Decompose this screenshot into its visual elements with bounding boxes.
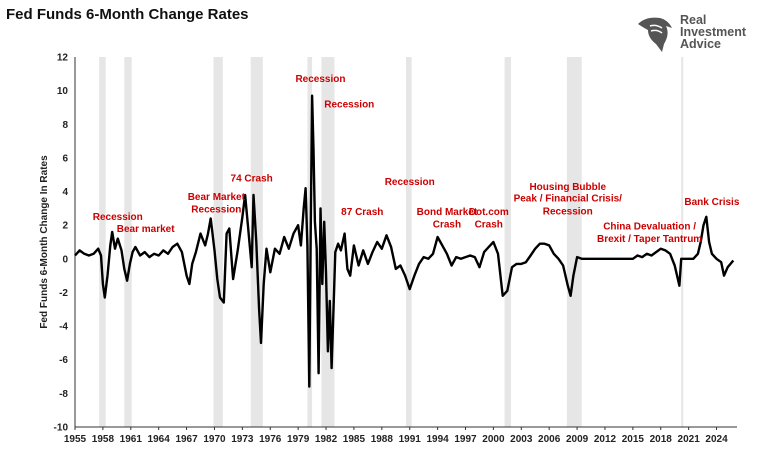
annotation-label: Peak / Financial Crisis/ — [514, 194, 623, 205]
x-tick-label: 2006 — [538, 434, 561, 445]
annotation-label: Brexit / Taper Tantrum — [597, 234, 702, 245]
x-tick-label: 1967 — [175, 434, 198, 445]
annotation-label: Recession — [295, 74, 345, 85]
x-tick-label: 1979 — [287, 434, 310, 445]
recession-band — [124, 57, 132, 427]
annotation-label: Recession — [93, 212, 143, 223]
annotation-label: 74 Crash — [231, 173, 273, 184]
y-tick-label: 2 — [62, 221, 68, 232]
annotation-label: Bear Market — [188, 192, 246, 203]
x-tick-label: 1988 — [371, 434, 394, 445]
x-tick-label: 2012 — [594, 434, 617, 445]
recession-band — [213, 57, 223, 427]
annotation-label: Crash — [475, 220, 503, 231]
x-tick-label: 1976 — [259, 434, 282, 445]
y-tick-label: -4 — [59, 322, 68, 333]
y-tick-label: 12 — [57, 53, 69, 64]
chart-title: Fed Funds 6-Month Change Rates — [6, 6, 249, 23]
recession-band — [504, 57, 512, 427]
logo-line-1: Real — [680, 13, 707, 27]
x-tick-label: 1985 — [343, 434, 366, 445]
annotation-label: Recession — [543, 206, 593, 217]
x-tick-label: 2000 — [482, 434, 505, 445]
y-tick-label: 0 — [62, 254, 68, 265]
x-tick-label: 1973 — [231, 434, 254, 445]
annotation-label: Crash — [433, 220, 461, 231]
x-tick-label: 2009 — [566, 434, 589, 445]
x-tick-label: 1994 — [426, 434, 449, 445]
logo-line-3: Advice — [680, 37, 721, 51]
recession-band — [406, 57, 412, 427]
series-line — [74, 94, 735, 388]
y-axis-label: Fed Funds 6-Month Change In Rates — [39, 155, 50, 329]
annotation-label: Bear market — [117, 224, 175, 235]
x-tick-label: 2018 — [650, 434, 673, 445]
annotation-label: Bank Crisis — [684, 197, 739, 208]
y-tick-label: -8 — [59, 389, 68, 400]
annotation-label: Dot.com — [469, 207, 509, 218]
x-tick-label: 1991 — [399, 434, 422, 445]
recession-band — [566, 57, 582, 427]
x-tick-label: 1997 — [454, 434, 477, 445]
real-investment-advice-logo: Real Investment Advice — [636, 14, 756, 54]
eagle-logo-icon — [638, 17, 672, 53]
x-tick-label: 2024 — [705, 434, 728, 445]
x-tick-label: 1970 — [203, 434, 226, 445]
annotation-label: Recession — [324, 99, 374, 110]
y-tick-label: 6 — [62, 153, 68, 164]
x-tick-label: 2003 — [510, 434, 533, 445]
y-tick-label: 8 — [62, 120, 68, 131]
recession-bands — [99, 57, 684, 427]
x-tick-label: 1982 — [315, 434, 338, 445]
x-tick-label: 1961 — [120, 434, 143, 445]
y-tick-label: 4 — [62, 187, 68, 198]
annotation-label: Bond Market — [417, 207, 478, 218]
y-tick-label: -10 — [54, 423, 69, 434]
x-tick-label: 2015 — [622, 434, 645, 445]
x-tick-label: 1964 — [148, 434, 171, 445]
x-tick-label: 2021 — [678, 434, 701, 445]
annotation-label: 87 Crash — [341, 207, 383, 218]
annotation-label: Recession — [191, 205, 241, 216]
logo-line-2: Investment — [680, 25, 746, 39]
x-tick-label: 1958 — [92, 434, 115, 445]
annotation-label: Recession — [385, 177, 435, 188]
y-tick-labels: -10 -8 -6 -4 -2 0 2 4 6 8 10 12 — [54, 53, 69, 434]
recession-band — [681, 57, 684, 427]
x-tick-label: 1955 — [64, 434, 87, 445]
y-tick-label: -6 — [59, 355, 68, 366]
recession-band — [99, 57, 106, 427]
y-tick-label: -2 — [59, 288, 68, 299]
x-tick-labels: 1955 1958 1961 1964 1967 1970 1973 1976 1979 1982… — [64, 427, 728, 445]
annotation-label: Housing Bubble — [529, 182, 606, 193]
y-tick-label: 10 — [57, 86, 69, 97]
logo-text: Real Investment Advice — [680, 13, 746, 51]
annotation-label: China Devaluation / — [603, 221, 696, 232]
chart-axes — [74, 57, 737, 428]
